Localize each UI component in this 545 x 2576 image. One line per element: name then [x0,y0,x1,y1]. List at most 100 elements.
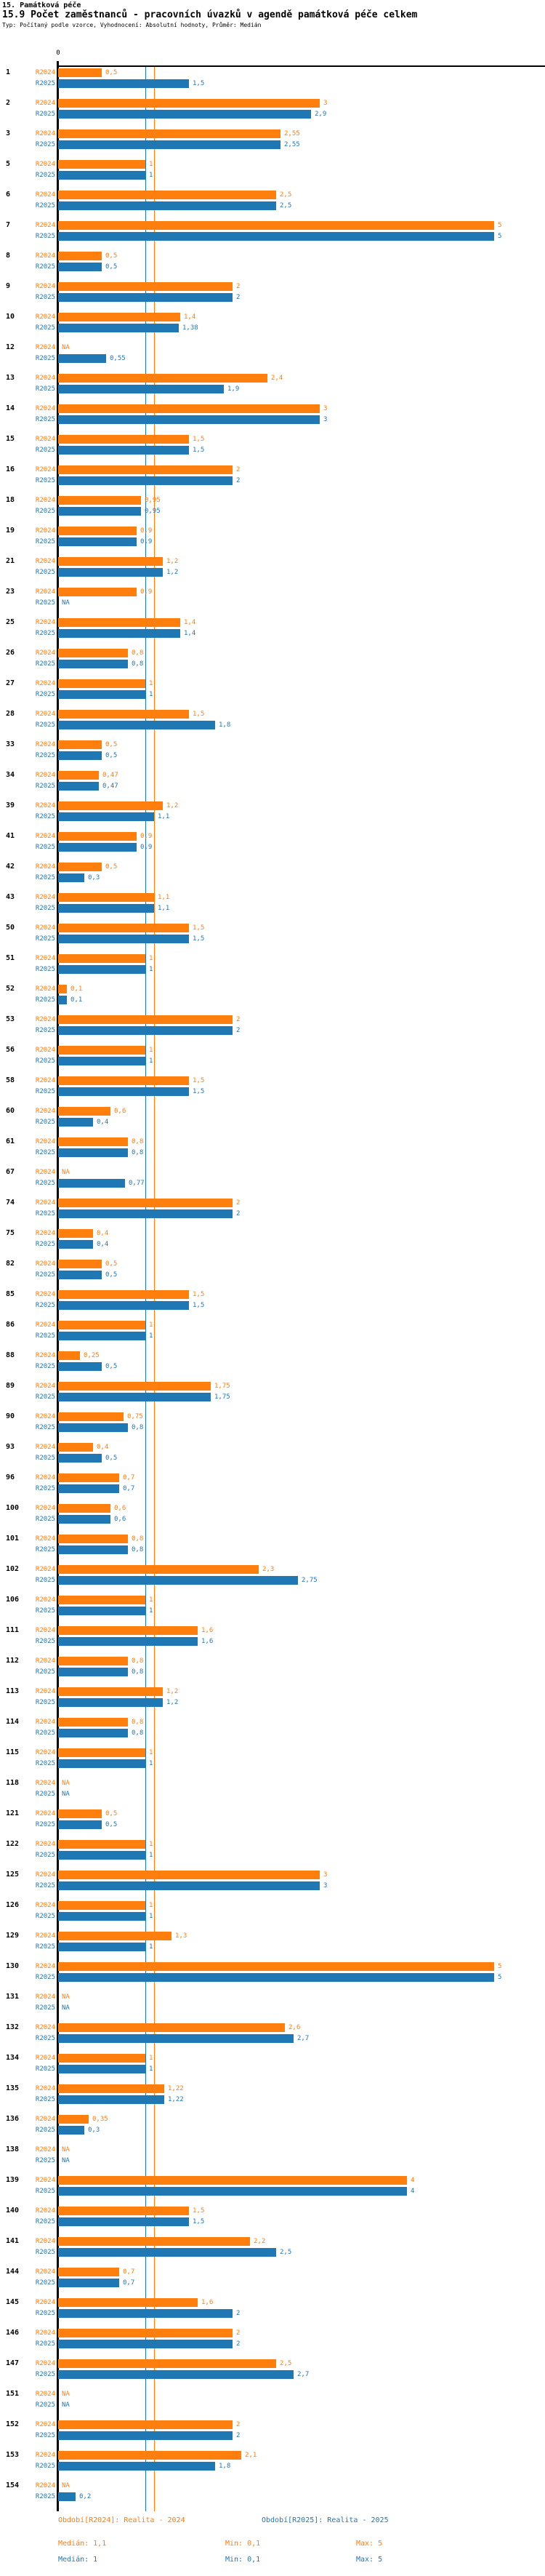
value-label-r2025: 2,5 [280,2249,292,2256]
row-number: 8 [6,252,11,260]
bar-r2024 [58,1199,233,1207]
bar-r2024 [58,160,145,169]
series-label-r2025: R2025 [35,569,55,576]
series-label-r2024: R2024 [35,1383,55,1390]
bar-r2024 [58,221,494,230]
chart-row-153: 153 R2024 2,1 R2025 1,8 [0,2450,545,2481]
bar-r2025 [58,1607,145,1615]
row-number: 41 [6,832,15,840]
series-label-r2025: R2025 [35,508,55,515]
row-number: 21 [6,557,15,565]
chart-row-10: 10 R2024 1,4 R2025 1,38 [0,312,545,343]
row-number: 56 [6,1046,15,1054]
chart-row-125: 125 R2024 3 R2025 3 [0,1870,545,1900]
bar-r2024 [58,863,102,871]
series-label-r2025: R2025 [35,1577,55,1584]
value-label-r2025: 2 [236,2340,241,2348]
chart-subtitle: 15.9 Počet zaměstnanců - pracovních úvaz… [2,9,418,20]
row-number: 134 [6,2054,20,2062]
value-label-r2024: 2 [236,1016,241,1023]
value-label-r2024: 1 [149,1321,153,1329]
chart-row-42: 42 R2024 0,5 R2025 0,3 [0,862,545,892]
chart-row-132: 132 R2024 2,6 R2025 2,7 [0,2023,545,2053]
row-number: 90 [6,1412,15,1420]
na-label-r2025: NA [62,2004,70,2012]
chart-row-53: 53 R2024 2 R2025 2 [0,1015,545,1045]
chart-row-111: 111 R2024 1,6 R2025 1,6 [0,1625,545,1656]
value-label-r2025: 1 [149,1943,153,1951]
bar-r2025 [58,1148,128,1157]
series-label-r2024: R2024 [35,985,55,993]
value-label-r2025: 2,55 [284,141,300,148]
row-number: 51 [6,954,15,962]
series-label-r2025: R2025 [35,599,55,607]
value-label-r2025: 1,22 [168,2096,184,2103]
series-label-r2024: R2024 [35,2329,55,2337]
row-number: 39 [6,801,15,809]
value-label-r2025: 0,8 [132,1729,144,1737]
chart-row-154: 154 R2024 NA R2025 0,2 [0,2481,545,2511]
series-label-r2024: R2024 [35,1016,55,1023]
chart-row-121: 121 R2024 0,5 R2025 0,5 [0,1809,545,1839]
row-number: 12 [6,343,15,351]
series-label-r2025: R2025 [35,1241,55,1248]
bar-r2025 [58,2340,233,2348]
chart-row-114: 114 R2024 0,8 R2025 0,8 [0,1717,545,1748]
value-label-r2024: 0,9 [140,833,153,840]
bar-r2024 [58,710,189,719]
chart-row-101: 101 R2024 0,8 R2025 0,8 [0,1534,545,1564]
chart-row-50: 50 R2024 1,5 R2025 1,5 [0,923,545,953]
value-label-r2024: 0,4 [97,1230,109,1237]
chart-row-100: 100 R2024 0,6 R2025 0,6 [0,1503,545,1534]
chart-row-86: 86 R2024 1 R2025 1 [0,1320,545,1351]
legend-r2025: Období[R2025]: Realita - 2025 [262,2516,389,2524]
chart-row-39: 39 R2024 1,2 R2025 1,1 [0,801,545,831]
series-label-r2025: R2025 [35,141,55,148]
bar-r2025 [58,751,102,760]
bar-r2025 [58,1301,189,1310]
row-number: 125 [6,1871,20,1879]
value-label-r2024: 1 [149,1841,153,1848]
chart-row-151: 151 R2024 NA R2025 NA [0,2389,545,2420]
value-label-r2025: 2 [236,477,241,484]
value-label-r2024: 1 [149,2055,153,2062]
value-label-r2024: 2 [236,2421,241,2428]
value-label-r2024: 3 [323,1871,328,1879]
value-label-r2024: 1,2 [166,558,179,565]
series-label-r2024: R2024 [35,649,55,657]
stat-median-r2025: Medián: 1 [58,2556,98,2564]
value-label-r2024: 2 [236,466,241,473]
value-label-r2025: 0,1 [70,996,83,1004]
bar-r2025 [58,1881,320,1890]
value-label-r2025: 2,9 [315,111,327,118]
bar-r2025 [58,1057,145,1065]
series-label-r2024: R2024 [35,1688,55,1695]
value-label-r2025: 1,6 [201,1638,214,1645]
value-label-r2024: 1,5 [193,924,205,932]
chart-row-5: 5 R2024 1 R2025 1 [0,159,545,190]
chart-row-56: 56 R2024 1 R2025 1 [0,1045,545,1076]
bar-r2024 [58,801,163,810]
value-label-r2025: 0,5 [105,1363,118,1370]
value-label-r2025: 2 [236,294,241,301]
bar-r2024 [58,1809,102,1818]
bar-r2024 [58,2237,250,2246]
row-number: 140 [6,2207,20,2215]
bar-r2025 [58,201,276,210]
series-label-r2024: R2024 [35,1902,55,1909]
series-label-r2024: R2024 [35,1719,55,1726]
row-number: 15 [6,435,15,443]
bar-r2024 [58,2207,189,2215]
median-line-r2024 [154,67,155,2511]
series-label-r2024: R2024 [35,1352,55,1359]
bar-r2025 [58,1973,494,1982]
value-label-r2025: 1,5 [193,80,205,87]
value-label-r2025: 1 [149,1760,153,1767]
series-label-r2024: R2024 [35,1810,55,1817]
bar-r2025 [58,1240,93,1249]
series-label-r2025: R2025 [35,385,55,393]
value-label-r2024: 2 [236,283,241,290]
series-label-r2024: R2024 [35,69,55,76]
bar-r2024 [58,1932,171,1940]
series-label-r2025: R2025 [35,1760,55,1767]
